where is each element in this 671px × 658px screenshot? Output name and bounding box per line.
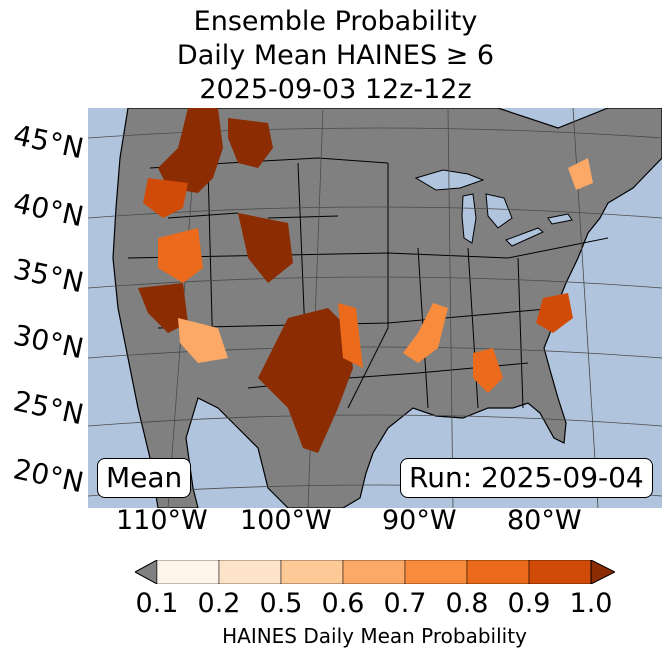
lon-label-80: 80°W bbox=[507, 505, 582, 536]
region-carolinas bbox=[536, 293, 573, 333]
title-line-2: Daily Mean HAINES ≥ 6 bbox=[176, 40, 495, 71]
map-panel bbox=[88, 108, 662, 508]
colorbar-tick-1.0: 1.0 bbox=[569, 588, 613, 619]
lake-huron bbox=[485, 193, 513, 229]
colorbar-segment-1 bbox=[156, 560, 220, 584]
colorbar-under-arrow bbox=[135, 560, 158, 584]
colorbar-segment-4 bbox=[342, 560, 406, 584]
map-svg bbox=[88, 108, 662, 508]
probability-overlay bbox=[138, 108, 593, 453]
region-pnw bbox=[158, 108, 223, 193]
colorbar-tick-0.9: 0.9 bbox=[507, 588, 551, 619]
lat-label-35: 35°N bbox=[10, 252, 87, 300]
lat-label-45: 45°N bbox=[10, 118, 87, 166]
colorbar-tick-0.1: 0.1 bbox=[135, 588, 179, 619]
lat-label-40: 40°N bbox=[10, 186, 87, 234]
title-line-1: Ensemble Probability bbox=[193, 6, 478, 37]
colorbar-segment-5 bbox=[404, 560, 468, 584]
region-texas-edge bbox=[338, 303, 363, 368]
lake-ontario bbox=[547, 213, 573, 225]
colorbar-over-arrow bbox=[590, 560, 615, 584]
colorbar-label: HAINES Daily Mean Probability bbox=[222, 624, 527, 648]
region-socal bbox=[138, 283, 188, 333]
colorbar bbox=[135, 560, 615, 584]
region-oregon-edge bbox=[143, 178, 188, 218]
region-georgia bbox=[473, 348, 503, 393]
region-utah bbox=[238, 213, 293, 283]
lon-label-100: 100°W bbox=[240, 505, 332, 536]
colorbar-segment-3 bbox=[280, 560, 344, 584]
run-label-box: Run: 2025-09-04 bbox=[400, 458, 653, 498]
region-texas-nm bbox=[258, 308, 353, 453]
colorbar-tick-0.7: 0.7 bbox=[383, 588, 427, 619]
lat-label-20: 20°N bbox=[10, 452, 87, 500]
region-maine bbox=[568, 158, 593, 190]
region-arizona bbox=[178, 318, 228, 363]
colorbar-segment-7 bbox=[528, 560, 592, 584]
title-line-3: 2025-09-03 12z-12z bbox=[199, 74, 472, 105]
colorbar-tick-0.5: 0.5 bbox=[259, 588, 303, 619]
colorbar-tick-0.8: 0.8 bbox=[445, 588, 489, 619]
colorbar-segment-6 bbox=[466, 560, 530, 584]
region-nevada bbox=[158, 228, 203, 283]
mean-label-box: Mean bbox=[97, 458, 192, 498]
region-tennessee bbox=[403, 303, 448, 363]
lon-label-110: 110°W bbox=[116, 505, 208, 536]
region-idaho bbox=[228, 118, 273, 168]
lon-label-90: 90°W bbox=[382, 505, 457, 536]
lake-superior bbox=[414, 169, 485, 191]
lake-michigan bbox=[461, 193, 477, 244]
colorbar-segment-2 bbox=[218, 560, 282, 584]
lat-label-25: 25°N bbox=[10, 384, 87, 432]
colorbar-tick-0.6: 0.6 bbox=[321, 588, 365, 619]
colorbar-tick-0.2: 0.2 bbox=[197, 588, 241, 619]
lat-label-30: 30°N bbox=[10, 318, 87, 366]
lake-erie bbox=[505, 227, 544, 247]
